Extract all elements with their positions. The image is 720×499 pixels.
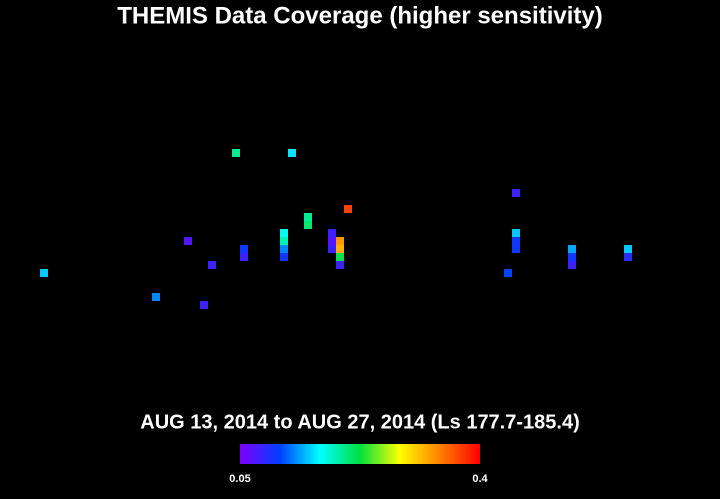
coverage-cell (328, 245, 336, 253)
chart-subtitle: AUG 13, 2014 to AUG 27, 2014 (Ls 177.7-1… (140, 411, 579, 433)
coverage-cell (344, 205, 352, 213)
coverage-cell (568, 253, 576, 261)
chart-title: THEMIS Data Coverage (higher sensitivity… (117, 2, 602, 29)
coverage-cell (304, 213, 312, 221)
colorbar-tick-label: 0.4 (472, 473, 488, 485)
coverage-cell (152, 293, 160, 301)
coverage-cell (280, 237, 288, 245)
coverage-cell (200, 301, 208, 309)
coverage-cell (336, 253, 344, 261)
coverage-cell (512, 189, 520, 197)
colorbar (240, 444, 480, 464)
coverage-cell (512, 245, 520, 253)
coverage-cell (280, 245, 288, 253)
coverage-cell (280, 253, 288, 261)
coverage-cell (240, 245, 248, 253)
coverage-cell (512, 237, 520, 245)
coverage-cell (288, 149, 296, 157)
coverage-cell (280, 229, 288, 237)
coverage-cell (40, 269, 48, 277)
coverage-cell (512, 229, 520, 237)
coverage-cell (568, 261, 576, 269)
coverage-cell (336, 245, 344, 253)
coverage-cell (304, 221, 312, 229)
coverage-cell (240, 253, 248, 261)
coverage-cell (336, 237, 344, 245)
coverage-cell (624, 245, 632, 253)
coverage-cell (568, 245, 576, 253)
coverage-cell (504, 269, 512, 277)
coverage-cell (184, 237, 192, 245)
coverage-cell (232, 149, 240, 157)
coverage-cell (328, 237, 336, 245)
colorbar-tick-label: 0.05 (229, 473, 250, 485)
coverage-cell (328, 229, 336, 237)
coverage-cell (624, 253, 632, 261)
coverage-cell (208, 261, 216, 269)
coverage-cell (336, 261, 344, 269)
